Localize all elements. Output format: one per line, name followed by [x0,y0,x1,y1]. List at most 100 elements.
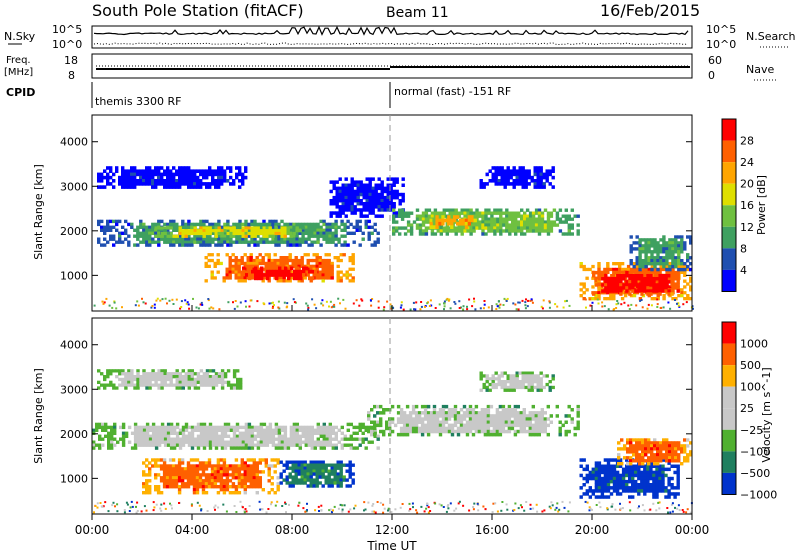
data-cell [169,437,174,441]
data-cell [453,218,457,223]
data-cell [184,169,188,173]
data-cell [139,383,143,387]
data-cell [411,423,416,428]
data-cell [289,243,293,247]
data-cell [294,256,298,260]
data-cell [370,425,374,430]
data-cell [207,473,212,477]
data-cell [213,476,218,480]
data-cell [220,372,225,376]
data-cell [205,369,210,373]
data-cell [501,426,506,431]
data-cell [234,464,239,468]
data-cell [271,437,276,441]
data-cell [485,377,489,381]
scatter-cell [660,306,663,309]
data-cell [201,488,206,492]
scatter-cell [344,307,347,310]
data-cell [220,443,225,447]
data-cell [142,369,146,373]
data-cell [598,270,602,275]
data-cell [220,234,224,238]
data-cell [479,388,483,392]
scatter-cell [355,299,358,302]
data-cell [471,417,476,421]
data-cell [214,226,218,230]
data-cell [350,211,354,215]
data-cell [145,240,149,244]
data-cell [564,208,568,212]
data-cell [643,280,647,284]
data-cell [262,226,266,230]
data-cell [612,267,616,272]
data-cell [211,229,215,233]
data-cell [174,464,179,468]
data-cell [409,229,414,233]
data-cell [214,243,218,247]
scatter-cell [677,302,680,305]
data-cell [537,432,541,437]
scatter-cell [382,308,385,311]
data-cell [649,274,653,278]
data-cell [121,422,126,427]
data-cell [154,185,158,189]
data-cell [136,443,141,447]
data-cell [367,237,371,241]
data-cell [220,166,224,170]
data-cell [291,261,295,266]
data-cell [234,267,238,271]
data-cell [267,253,271,257]
data-cell [172,179,176,183]
data-cell [300,279,304,283]
data-cell [202,175,206,180]
data-cell [353,211,357,215]
data-cell [210,253,214,257]
data-cell [319,228,323,232]
data-cell [497,382,501,387]
scatter-cell [531,301,534,304]
data-cell [286,446,291,450]
data-cell [489,404,494,409]
data-cell [328,237,332,241]
data-cell [124,431,129,435]
data-cell [622,274,626,278]
data-cell [680,264,684,269]
data-cell [228,267,232,271]
data-cell [497,182,501,186]
data-cell [299,273,303,277]
data-cell [519,420,523,424]
data-cell [370,225,374,229]
data-cell [169,422,174,427]
data-cell [294,469,298,473]
data-cell [280,240,284,244]
data-cell [112,234,116,238]
data-cell [262,219,266,224]
data-cell [392,217,396,221]
data-cell [268,226,272,230]
data-cell [597,264,601,269]
data-cell [368,205,372,209]
data-cell [199,222,203,227]
data-cell [324,261,328,266]
data-cell [667,292,671,296]
data-cell [537,426,541,431]
data-cell [184,428,189,432]
data-cell [217,179,221,183]
data-cell [247,425,252,430]
data-cell [205,380,210,384]
data-cell [163,443,168,447]
data-cell [537,220,542,224]
data-cell [151,169,155,173]
scatter-cell [200,301,203,304]
data-cell [196,437,201,441]
data-cell [523,211,527,215]
data-cell [127,169,131,173]
data-cell [537,217,542,221]
data-cell [567,229,571,233]
data-cell [472,223,476,227]
data-cell [148,428,153,432]
data-cell [528,223,533,227]
data-cell [184,425,189,430]
data-cell [506,385,510,390]
data-cell [286,226,290,230]
